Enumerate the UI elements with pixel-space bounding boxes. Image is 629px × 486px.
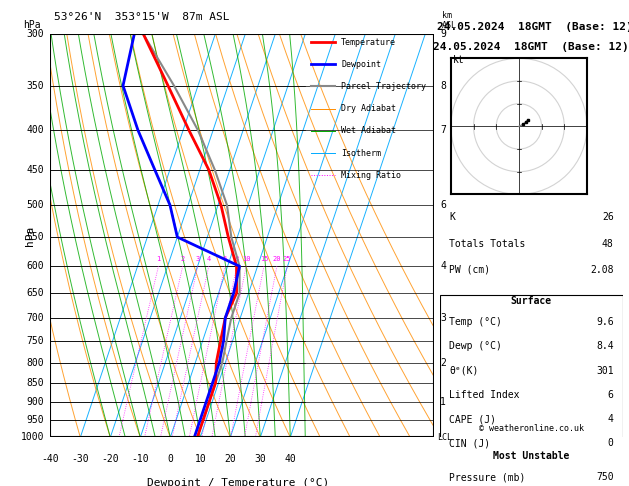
- Text: 9.6: 9.6: [596, 317, 613, 327]
- Text: 8: 8: [235, 256, 239, 262]
- Text: 2.08: 2.08: [590, 265, 613, 275]
- Text: Isotherm: Isotherm: [342, 149, 381, 157]
- Text: 20: 20: [225, 453, 236, 464]
- Text: CAPE (J): CAPE (J): [449, 414, 496, 424]
- Text: 15: 15: [260, 256, 268, 262]
- Text: Dry Adiabat: Dry Adiabat: [342, 104, 396, 113]
- Text: 1: 1: [156, 256, 160, 262]
- Text: 550: 550: [26, 232, 44, 242]
- Text: 8.4: 8.4: [596, 341, 613, 351]
- Text: 0: 0: [608, 438, 613, 448]
- Text: 6: 6: [223, 256, 227, 262]
- Text: K: K: [449, 212, 455, 222]
- Text: 48: 48: [602, 239, 613, 248]
- Text: © weatheronline.co.uk: © weatheronline.co.uk: [479, 424, 584, 434]
- Text: 1: 1: [440, 397, 446, 407]
- Text: 6: 6: [440, 200, 446, 210]
- Text: 750: 750: [596, 472, 613, 483]
- Text: hPa: hPa: [23, 20, 41, 30]
- Text: 0: 0: [167, 453, 173, 464]
- Text: Dewpoint / Temperature (°C): Dewpoint / Temperature (°C): [147, 478, 329, 486]
- Text: PW (cm): PW (cm): [449, 265, 490, 275]
- Text: hPa: hPa: [25, 226, 35, 246]
- Text: LCL: LCL: [437, 433, 452, 442]
- Text: Dewp (°C): Dewp (°C): [449, 341, 502, 351]
- Text: 950: 950: [26, 415, 44, 425]
- Text: 8: 8: [440, 81, 446, 91]
- Text: 4: 4: [207, 256, 211, 262]
- Text: Pressure (mb): Pressure (mb): [449, 472, 525, 483]
- Text: 4: 4: [608, 414, 613, 424]
- Text: 350: 350: [26, 81, 44, 91]
- Text: 301: 301: [596, 365, 613, 376]
- Text: 750: 750: [26, 336, 44, 346]
- Text: 800: 800: [26, 358, 44, 367]
- Text: Parcel Trajectory: Parcel Trajectory: [342, 82, 426, 91]
- Text: 700: 700: [26, 313, 44, 323]
- Text: Surface: Surface: [511, 296, 552, 306]
- Text: 2: 2: [440, 358, 446, 367]
- Text: -10: -10: [131, 453, 149, 464]
- Text: 30: 30: [254, 453, 266, 464]
- Text: 400: 400: [26, 125, 44, 136]
- Text: 2: 2: [181, 256, 185, 262]
- Text: kt: kt: [453, 55, 465, 65]
- Text: θᵉ(K): θᵉ(K): [449, 365, 479, 376]
- Text: 3: 3: [196, 256, 200, 262]
- Text: 300: 300: [26, 29, 44, 39]
- Text: CIN (J): CIN (J): [449, 438, 490, 448]
- Text: 900: 900: [26, 397, 44, 407]
- Text: 1000: 1000: [21, 433, 44, 442]
- Text: 500: 500: [26, 200, 44, 210]
- Text: 26: 26: [602, 212, 613, 222]
- Text: 53°26'N  353°15'W  87m ASL: 53°26'N 353°15'W 87m ASL: [54, 12, 230, 22]
- Text: 10: 10: [242, 256, 250, 262]
- Text: 6: 6: [608, 390, 613, 400]
- Text: Dewpoint: Dewpoint: [342, 60, 381, 69]
- Text: -30: -30: [72, 453, 89, 464]
- Text: km
ASL: km ASL: [442, 11, 457, 30]
- Text: 4: 4: [440, 261, 446, 271]
- Text: 25: 25: [283, 256, 291, 262]
- Text: Totals Totals: Totals Totals: [449, 239, 525, 248]
- Text: 9: 9: [440, 29, 446, 39]
- Text: 850: 850: [26, 378, 44, 388]
- Text: 20: 20: [272, 256, 281, 262]
- Text: Lifted Index: Lifted Index: [449, 390, 520, 400]
- Text: 3: 3: [440, 313, 446, 323]
- Bar: [440, 295, 623, 448]
- Bar: [440, 451, 623, 486]
- Text: 24.05.2024  18GMT  (Base: 12): 24.05.2024 18GMT (Base: 12): [433, 42, 629, 52]
- Text: -40: -40: [42, 453, 59, 464]
- Text: Temperature: Temperature: [342, 37, 396, 47]
- Text: 10: 10: [194, 453, 206, 464]
- Text: Wet Adiabat: Wet Adiabat: [342, 126, 396, 135]
- Text: 650: 650: [26, 288, 44, 298]
- Text: Mixing Ratio: Mixing Ratio: [342, 171, 401, 180]
- Text: Most Unstable: Most Unstable: [493, 451, 569, 461]
- Text: 600: 600: [26, 261, 44, 271]
- Text: 450: 450: [26, 165, 44, 175]
- Text: 7: 7: [440, 125, 446, 136]
- Text: Temp (°C): Temp (°C): [449, 317, 502, 327]
- Text: 40: 40: [284, 453, 296, 464]
- Text: -20: -20: [101, 453, 119, 464]
- Text: 24.05.2024  18GMT  (Base: 12): 24.05.2024 18GMT (Base: 12): [437, 22, 629, 32]
